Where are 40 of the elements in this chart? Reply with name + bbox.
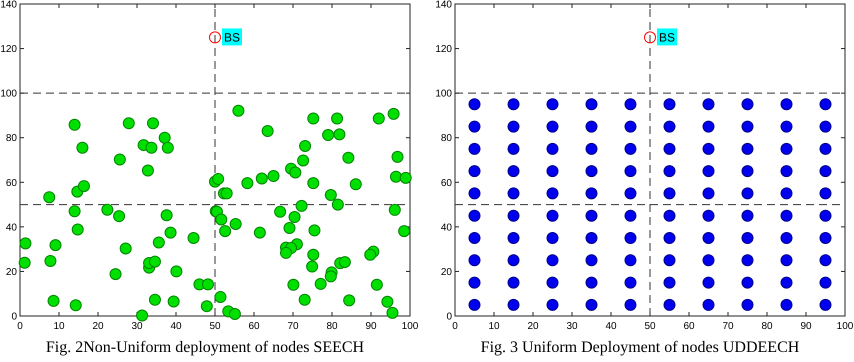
x-tick-label: 40 xyxy=(170,321,182,332)
x-tick-label: 70 xyxy=(722,321,734,332)
caption: Fig. 3 Uniform Deployment of nodes UDDEECH xyxy=(480,339,800,356)
x-tick-label: 90 xyxy=(365,321,377,332)
x-tick-label: 60 xyxy=(683,321,695,332)
x-tick-label: 20 xyxy=(527,321,539,332)
y-tick-label: 140 xyxy=(0,0,18,10)
y-tick-label: 60 xyxy=(440,178,452,189)
y-tick-label: 100 xyxy=(435,88,452,100)
x-tick-label: 30 xyxy=(566,321,578,332)
x-tick-label: 40 xyxy=(605,321,617,332)
series-label: BS xyxy=(224,30,240,44)
y-tick-label: 40 xyxy=(6,222,18,234)
x-tick-label: 80 xyxy=(326,321,338,332)
y-tick-label: 40 xyxy=(440,222,452,234)
y-tick-label: 20 xyxy=(440,266,452,278)
x-tick-label: 80 xyxy=(761,321,773,332)
y-tick-label: 140 xyxy=(435,0,452,10)
x-tick-label: 60 xyxy=(248,321,260,332)
y-tick-label: 120 xyxy=(0,44,18,56)
y-tick-label: 120 xyxy=(435,44,452,56)
caption: Fig. 2Non-Uniform deployment of nodes SEECH xyxy=(46,339,365,356)
y-tick-label: 0 xyxy=(11,312,18,322)
x-tick-label: 30 xyxy=(131,321,143,332)
x-tick-label: 10 xyxy=(488,321,500,332)
y-tick-label: 80 xyxy=(6,133,18,144)
y-tick-label: 20 xyxy=(6,266,18,278)
x-tick-label: 50 xyxy=(209,321,221,332)
y-tick-label: 60 xyxy=(6,178,18,189)
x-tick-label: 100 xyxy=(836,321,854,332)
x-tick-label: 90 xyxy=(800,321,812,332)
x-tick-label: 70 xyxy=(287,321,299,332)
x-tick-label: 100 xyxy=(402,321,419,332)
x-tick-label: 10 xyxy=(53,321,65,332)
x-tick-label: 50 xyxy=(644,321,656,332)
y-tick-label: 100 xyxy=(0,88,18,100)
series-label: BS xyxy=(659,30,676,44)
y-tick-label: 0 xyxy=(446,312,452,322)
x-tick-label: 20 xyxy=(92,321,104,332)
y-tick-label: 80 xyxy=(440,133,452,144)
